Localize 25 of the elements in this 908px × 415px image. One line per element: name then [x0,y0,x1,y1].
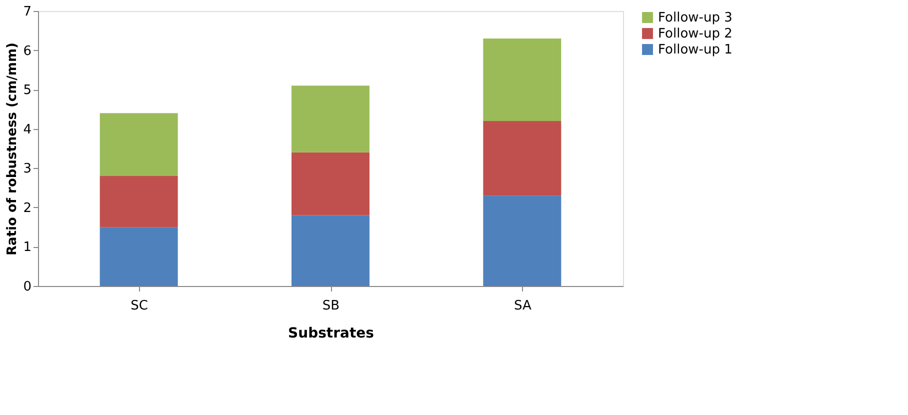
bar [483,38,562,121]
legend-label: Follow-up 2 [658,26,732,42]
bar [100,227,178,286]
bar [100,113,178,176]
bar [100,176,178,228]
legend-label: Follow-up 3 [658,10,732,26]
legend-label: Follow-up 1 [658,42,732,58]
x-tick-label: SA [514,298,532,314]
x-tick-label: SC [130,298,148,314]
x-axis-title: Substrates [288,326,374,342]
y-axis-title: Ratio of robustness (cm/mm) [5,42,20,256]
y-tick-label: 7 [23,4,32,20]
y-tick-label: 0 [23,280,32,294]
y-tick-label: 5 [23,83,32,98]
bar [483,121,562,196]
y-tick-label: 4 [23,122,32,138]
y-tick-label: 6 [23,44,32,59]
bar [292,215,370,286]
bar [292,152,370,216]
y-tick-label: 3 [23,162,32,177]
y-tick-label: 2 [23,200,32,216]
x-tick-label: SB [322,298,340,314]
bar [483,196,562,286]
y-tick-label: 1 [23,240,32,256]
bar [292,86,370,152]
